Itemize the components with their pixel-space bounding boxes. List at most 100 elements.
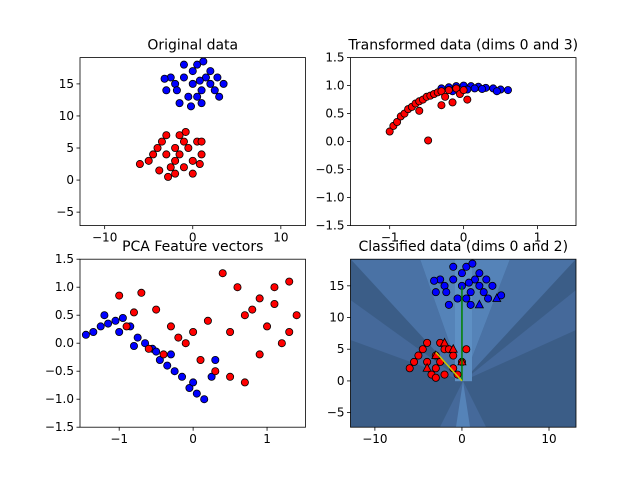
point (171, 156, 180, 165)
point (141, 339, 150, 348)
y-tick-label: 15 (59, 77, 74, 91)
point (463, 95, 472, 104)
point (448, 98, 457, 107)
point (439, 337, 450, 347)
point (185, 383, 194, 392)
point (270, 299, 279, 308)
y-tick-label: 1.5 (325, 51, 344, 65)
point (175, 131, 184, 140)
point (440, 370, 449, 379)
point (459, 86, 468, 95)
y-tick-label: 0.0 (325, 135, 344, 149)
point (462, 262, 471, 271)
point (157, 137, 166, 146)
point (449, 351, 458, 360)
y-tick-label: 10 (59, 109, 74, 123)
point (197, 137, 206, 146)
point (462, 294, 471, 303)
point (464, 278, 473, 287)
x-tick-label: 10 (541, 432, 556, 446)
point (181, 339, 190, 348)
point (206, 79, 215, 88)
point (240, 311, 249, 320)
point (100, 311, 109, 320)
point (189, 327, 198, 336)
y-tick-label: −1.0 (315, 191, 344, 205)
x-tick-label: 0 (458, 432, 466, 446)
plot-area (81, 269, 301, 404)
point (207, 372, 216, 381)
point (423, 338, 432, 347)
y-tick-label: 1.5 (55, 252, 74, 266)
y-tick-label: −5 (56, 205, 74, 219)
point (215, 92, 224, 101)
point (162, 150, 171, 159)
y-tick-label: 1.0 (325, 79, 344, 93)
point (466, 288, 475, 297)
point (166, 322, 175, 331)
y-tick-label: −5 (327, 406, 345, 420)
x-tick-label: −1 (381, 231, 399, 245)
x-tick-label: 0 (189, 231, 197, 245)
point (200, 395, 209, 404)
point (188, 67, 197, 76)
point (422, 362, 432, 372)
point (166, 163, 175, 172)
x-tick-label: 1 (534, 231, 542, 245)
point (470, 84, 479, 93)
point (385, 127, 394, 136)
chart-title: Classified data (dims 0 and 2) (358, 239, 568, 255)
point (178, 372, 187, 381)
point (195, 160, 204, 169)
point (129, 341, 138, 350)
point (393, 118, 402, 127)
point (285, 327, 294, 336)
point (96, 322, 105, 331)
y-tick-label: 0 (66, 173, 74, 187)
point (452, 84, 461, 93)
point (201, 73, 210, 82)
y-tick-label: 0.0 (55, 336, 74, 350)
point (192, 389, 201, 398)
plot-area (135, 57, 228, 181)
point (152, 305, 161, 314)
point (153, 144, 162, 153)
point (449, 275, 458, 284)
point (462, 345, 471, 354)
point (437, 101, 446, 110)
vector-line (435, 351, 463, 382)
point (197, 150, 206, 159)
x-tick-label: −1 (110, 432, 128, 446)
point (457, 269, 466, 278)
point (159, 350, 168, 359)
point (442, 288, 451, 297)
point (184, 144, 193, 153)
point (155, 166, 164, 175)
point (484, 294, 493, 303)
point (211, 355, 220, 364)
point (218, 269, 227, 278)
point (188, 169, 197, 178)
point (118, 313, 127, 322)
point (189, 378, 198, 387)
point (431, 373, 440, 382)
point (219, 79, 228, 88)
point (277, 339, 286, 348)
point (104, 319, 113, 328)
point (170, 367, 179, 376)
point (179, 163, 188, 172)
point (210, 86, 219, 95)
y-tick-label: 10 (329, 311, 344, 325)
point (152, 347, 161, 356)
point (255, 294, 264, 303)
point (503, 86, 512, 95)
point (255, 350, 264, 359)
point (466, 300, 475, 309)
x-tick-label: 0 (460, 231, 468, 245)
point (414, 351, 423, 360)
plot-area (405, 259, 506, 382)
chart-title: Transformed data (dims 0 and 3) (347, 38, 578, 54)
point (475, 269, 484, 278)
y-tick-label: 0.5 (325, 107, 344, 121)
